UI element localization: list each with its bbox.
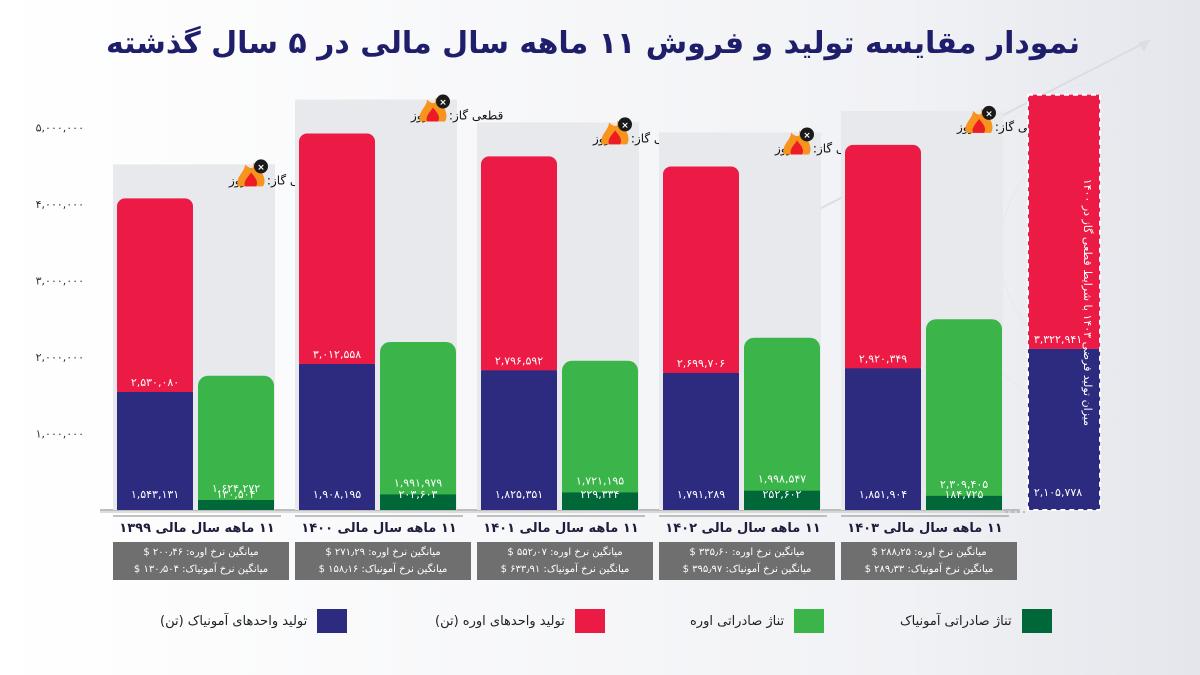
data-label-ammonia-production: ۱,۷۹۱,۲۸۹ <box>677 488 725 501</box>
legend-ammonia-production: تولید واحدهای آمونیاک (تن) <box>160 608 348 634</box>
legend-urea-production: تولید واحدهای اوره (تن) <box>435 608 605 634</box>
bar-ammonia-export <box>380 494 456 510</box>
data-label-ammonia-production: ۱,۸۵۱,۹۰۴ <box>859 488 907 501</box>
projection-dashed-frame <box>1027 93 1101 511</box>
data-label-ammonia-export: ۱۸۴,۷۲۵ <box>945 488 984 501</box>
legend-ammonia-export: تناژ صادراتی آمونیاک <box>900 608 1052 634</box>
period-label: ۱۱ ماهه سال مالی ۱۴۰۱ <box>483 521 638 536</box>
bar-urea-production <box>117 198 193 398</box>
legend-swatch <box>574 609 605 633</box>
urea-rate-text: میانگین نرخ اوره: ۲۰۰٫۴۶ $ <box>143 547 259 558</box>
data-label-projection-urea: ۳,۳۲۲,۹۴۱ <box>1034 333 1082 346</box>
rate-info-box: میانگین نرخ اوره: ۵۵۲٫۰۷ $ میانگین نرخ آم… <box>477 542 653 580</box>
data-label-urea-production: ۲,۶۹۹,۷۰۶ <box>677 357 725 370</box>
urea-rate-text: میانگین نرخ اوره: ۲۷۱٫۲۹ $ <box>325 547 441 558</box>
rate-info-box: میانگین نرخ اوره: ۲۸۸٫۲۵ $ میانگین نرخ آم… <box>841 542 1017 580</box>
data-label-urea-production: ۲,۵۳۰,۰۸۰ <box>131 376 179 389</box>
bar-urea-export-fill <box>380 354 456 510</box>
period-label: ۱۱ ماهه سال مالی ۱۴۰۳ <box>847 521 1002 536</box>
urea-rate-text: میانگین نرخ اوره: ۲۸۸٫۲۵ $ <box>871 547 987 558</box>
close-icon <box>254 159 268 174</box>
close-icon <box>436 94 450 109</box>
data-label-urea-export: ۱,۹۹۱,۹۷۹ <box>394 476 442 489</box>
urea-rate-text: میانگین نرخ اوره: ۳۳۵٫۶۰ $ <box>689 547 805 558</box>
legend-label: تولید واحدهای اوره (تن) <box>435 613 565 629</box>
data-label-ammonia-export: ۱۳۰,۵۰۴ <box>217 488 256 501</box>
projection-urea-production <box>1028 94 1100 349</box>
close-icon-glyph: × <box>621 121 629 131</box>
bar-urea-export-fill <box>562 372 638 510</box>
bar-ammonia-production <box>299 364 375 510</box>
data-label-urea-export: ۱,۷۲۱,۱۹۵ <box>576 474 624 487</box>
y-tick-label: ۲,۰۰۰,۰۰۰ <box>36 351 84 364</box>
bar-ammonia-export <box>198 500 274 510</box>
bar-urea-export-fill <box>926 331 1002 510</box>
y-tick-label: ۴,۰۰۰,۰۰۰ <box>36 198 84 211</box>
y-tick-label: ۵,۰۰۰,۰۰۰ <box>36 122 84 135</box>
bar-ammonia-production <box>117 391 193 510</box>
close-icon <box>800 127 814 142</box>
data-label-urea-production: ۲,۷۹۶,۵۹۲ <box>495 354 543 367</box>
bar-ammonia-export <box>926 495 1002 510</box>
legend-label: تناژ صادراتی آمونیاک <box>900 613 1012 629</box>
y-tick-label: ۱,۰۰۰,۰۰۰ <box>36 428 84 441</box>
period-label: ۱۱ ماهه سال مالی ۱۴۰۲ <box>665 521 820 536</box>
bar-urea-production <box>663 166 739 379</box>
bar-urea-production <box>845 144 921 375</box>
ammonia-rate-text: میانگین نرخ آمونیاک: ۱۳۰٫۵۰۴ $ <box>133 564 269 575</box>
close-icon-glyph: × <box>439 98 447 108</box>
period-label: ۱۱ ماهه سال مالی ۱۴۰۰ <box>301 521 456 536</box>
data-label-ammonia-export: ۲۰۳,۶۰۳ <box>399 488 438 501</box>
bar-ammonia-production <box>663 372 739 510</box>
data-label-projection-ammonia: ۲,۱۰۵,۷۷۸ <box>1034 486 1082 499</box>
close-icon-glyph: × <box>257 163 265 173</box>
data-label-ammonia-production: ۱,۸۲۵,۳۵۱ <box>495 488 543 501</box>
bar-urea-export-fill <box>744 349 820 510</box>
data-label-ammonia-export: ۲۵۲,۶۰۲ <box>763 488 802 501</box>
bar-ammonia-production <box>481 370 557 510</box>
data-label-urea-export: ۲,۳۰۹,۴۰۵ <box>940 478 988 491</box>
bar-ammonia-export <box>562 492 638 510</box>
data-label-urea-export: ۱,۶۲۴,۲۷۲ <box>212 482 260 495</box>
bar-urea-production <box>299 133 375 371</box>
data-label-urea-production: ۲,۹۲۰,۳۴۹ <box>859 352 907 365</box>
close-icon <box>982 105 996 120</box>
y-tick-label: ۳,۰۰۰,۰۰۰ <box>36 275 84 288</box>
ammonia-rate-text: میانگین نرخ آمونیاک: ۶۳۳٫۹۱ $ <box>500 564 630 575</box>
legend-swatch <box>317 609 348 633</box>
projection-label: میزان تولید فرضی ۱۴۰۳ با شرایط قطعی گاز … <box>1081 179 1094 426</box>
ammonia-rate-text: میانگین نرخ آمونیاک: ۱۵۸٫۱۶ $ <box>318 564 448 575</box>
bar-urea-export-fill <box>198 387 274 510</box>
rate-info-box: میانگین نرخ اوره: ۲۷۱٫۲۹ $ میانگین نرخ آم… <box>295 542 471 580</box>
close-icon-glyph: × <box>803 131 811 141</box>
data-label-urea-production: ۳,۰۱۲,۵۵۸ <box>313 348 361 361</box>
period-label: ۱۱ ماهه سال مالی ۱۳۹۹ <box>119 521 274 536</box>
data-label-ammonia-export: ۲۲۹,۳۳۴ <box>581 488 620 501</box>
close-icon-glyph: × <box>985 109 993 119</box>
urea-rate-text: میانگین نرخ اوره: ۵۵۲٫۰۷ $ <box>507 547 623 558</box>
legend-urea-export: تناژ صادراتی اوره <box>690 608 825 634</box>
legend-label: تولید واحدهای آمونیاک (تن) <box>160 613 308 629</box>
data-label-ammonia-production: ۱,۹۰۸,۱۹۵ <box>313 488 361 501</box>
rate-info-box: میانگین نرخ اوره: ۳۳۵٫۶۰ $ میانگین نرخ آم… <box>659 542 835 580</box>
projection-ammonia-production <box>1028 348 1100 510</box>
bar-urea-production <box>481 156 557 377</box>
legend-label: تناژ صادراتی اوره <box>690 613 785 629</box>
ammonia-rate-text: میانگین نرخ آمونیاک: ۲۸۹٫۳۳ $ <box>864 564 994 575</box>
data-label-urea-export: ۱,۹۹۸,۵۴۷ <box>758 473 806 486</box>
bar-ammonia-export <box>744 490 820 510</box>
legend-swatch <box>1021 609 1052 633</box>
legend-swatch <box>794 609 825 633</box>
rate-info-box: میانگین نرخ اوره: ۲۰۰٫۴۶ $ میانگین نرخ آم… <box>113 542 289 580</box>
ammonia-rate-text: میانگین نرخ آمونیاک: ۳۹۵٫۹۷ $ <box>682 564 812 575</box>
close-icon <box>618 117 632 132</box>
bar-ammonia-production <box>845 368 921 510</box>
chart-title: نمودار مقایسه تولید و فروش ۱۱ ماهه سال م… <box>105 26 1080 61</box>
data-label-ammonia-production: ۱,۵۴۳,۱۳۱ <box>131 488 179 501</box>
